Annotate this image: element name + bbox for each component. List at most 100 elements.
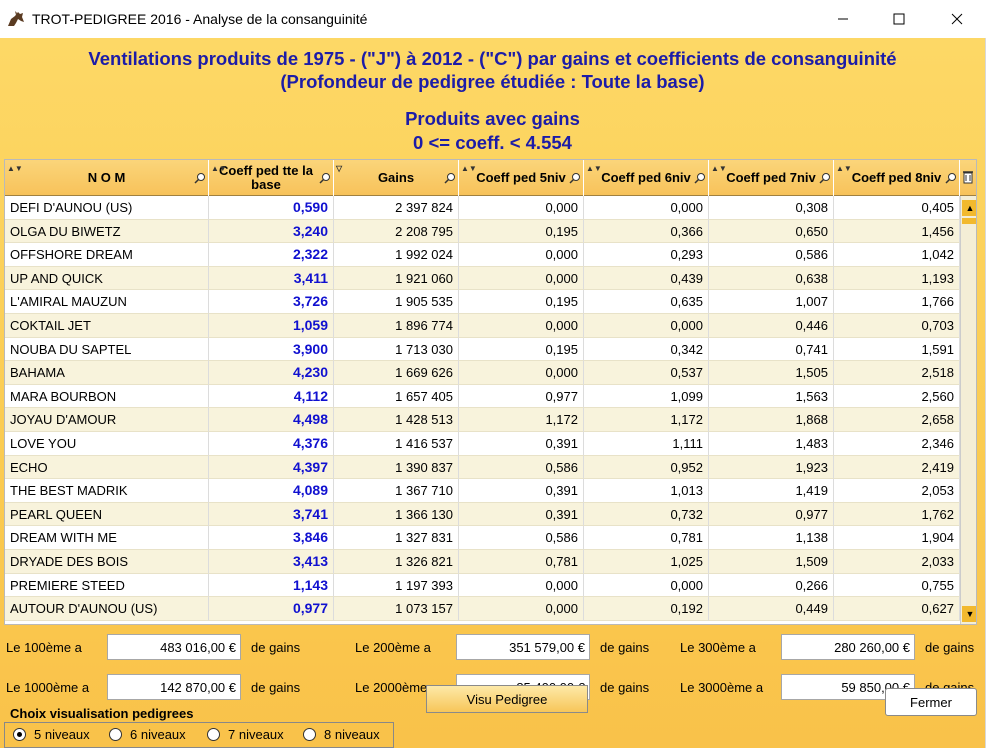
sort-arrows-icon: ▲▼	[7, 164, 23, 173]
search-icon[interactable]	[194, 172, 206, 184]
table-row[interactable]: COKTAIL JET 1,059 1 896 774 0,000 0,000 0,446…	[5, 314, 960, 338]
cell-gains: 1 390 837	[334, 455, 459, 480]
cell-coeff-6niv: 0,342	[584, 337, 709, 362]
cell-coeff-7niv: 0,308	[709, 196, 834, 220]
column-header-coeff-base[interactable]: ▲▼ Coeff ped tte la base	[209, 160, 334, 196]
main-panel: Ventilations produits de 1975 - ("J") à …	[0, 38, 985, 748]
close-window-button[interactable]	[934, 0, 980, 38]
cell-coeff-6niv: 0,439	[584, 266, 709, 291]
search-icon[interactable]	[819, 172, 831, 184]
column-header-coeff-6niv[interactable]: ▲▼ Coeff ped 6niv	[584, 160, 709, 196]
scroll-up-arrow-icon[interactable]: ▲	[962, 200, 976, 216]
cell-coeff-base: 3,411	[209, 266, 334, 291]
scroll-down-arrow-icon[interactable]: ▼	[962, 606, 976, 622]
cell-coeff-7niv: 1,923	[709, 455, 834, 480]
column-header-nom[interactable]: ▲▼ N O M	[5, 160, 209, 196]
grid-menu-icon[interactable]	[962, 170, 974, 184]
cell-coeff-base: 4,376	[209, 432, 334, 456]
sort-arrows-icon: ▲▼	[586, 164, 602, 173]
cell-nom: DRYADE DES BOIS	[5, 550, 209, 574]
table-row[interactable]: LOVE YOU 4,376 1 416 537 0,391 1,111 1,483 2,3…	[5, 432, 960, 456]
cell-gains: 1 657 405	[334, 384, 459, 409]
table-row[interactable]: JOYAU D'AMOUR 4,498 1 428 513 1,172 1,172 1,8…	[5, 408, 960, 432]
search-icon[interactable]	[945, 172, 957, 184]
table-row[interactable]: ECHO 4,397 1 390 837 0,586 0,952 1,923 2,419	[5, 455, 960, 480]
table-row[interactable]: DRYADE DES BOIS 3,413 1 326 821 0,781 1,025 1…	[5, 550, 960, 574]
rank-300-field[interactable]: 280 260,00 €	[781, 634, 915, 660]
fermer-button[interactable]: Fermer	[885, 688, 977, 716]
rank-100-field[interactable]: 483 016,00 €	[107, 634, 241, 660]
cell-coeff-6niv: 0,192	[584, 597, 709, 621]
cell-coeff-8niv: 2,346	[834, 432, 960, 456]
cell-coeff-base: 3,240	[209, 219, 334, 244]
table-row[interactable]: UP AND QUICK 3,411 1 921 060 0,000 0,439 0,63…	[5, 266, 960, 291]
visu-pedigree-button[interactable]: Visu Pedigree	[426, 685, 588, 713]
cell-coeff-5niv: 0,000	[459, 597, 584, 621]
cell-coeff-8niv: 0,755	[834, 573, 960, 598]
cell-coeff-6niv: 1,099	[584, 384, 709, 409]
cell-gains: 1 896 774	[334, 314, 459, 338]
column-header-coeff-7niv[interactable]: ▲▼ Coeff ped 7niv	[709, 160, 834, 196]
cell-coeff-5niv: 1,172	[459, 408, 584, 432]
radio-7-niveaux[interactable]: 7 niveaux	[207, 727, 284, 742]
vertical-scrollbar[interactable]: ▲ ▼	[960, 196, 976, 624]
column-header-gains[interactable]: ▽ Gains	[334, 160, 459, 196]
table-row[interactable]: OFFSHORE DREAM 2,322 1 992 024 0,000 0,293 0,…	[5, 243, 960, 267]
rank-200-field[interactable]: 351 579,00 €	[456, 634, 590, 660]
table-row[interactable]: AUTOUR D'AUNOU (US) 0,977 1 073 157 0,000 0,…	[5, 597, 960, 621]
cell-nom: UP AND QUICK	[5, 266, 209, 291]
maximize-button[interactable]	[876, 0, 922, 38]
radio-6-niveaux[interactable]: 6 niveaux	[109, 727, 186, 742]
search-icon[interactable]	[319, 172, 331, 184]
table-row[interactable]: DEFI D'AUNOU (US) 0,590 2 397 824 0,000 0,00…	[5, 196, 960, 220]
table-row[interactable]: MARA BOURBON 4,112 1 657 405 0,977 1,099 1,56…	[5, 384, 960, 409]
search-icon[interactable]	[444, 172, 456, 184]
cell-coeff-8niv: 0,627	[834, 597, 960, 621]
scroll-thumb[interactable]	[962, 218, 976, 224]
table-row[interactable]: NOUBA DU SAPTEL 3,900 1 713 030 0,195 0,342 0…	[5, 337, 960, 362]
cell-coeff-5niv: 0,781	[459, 550, 584, 574]
table-row[interactable]: OLGA DU BIWETZ 3,240 2 208 795 0,195 0,366 0,…	[5, 219, 960, 244]
minimize-button[interactable]	[820, 0, 866, 38]
cell-coeff-5niv: 0,391	[459, 479, 584, 503]
table-row[interactable]: BAHAMA 4,230 1 669 626 0,000 0,537 1,505 2,518	[5, 361, 960, 385]
cell-coeff-base: 4,230	[209, 361, 334, 385]
rank-300-suffix: de gains	[925, 640, 975, 655]
table-row[interactable]: L'AMIRAL MAUZUN 3,726 1 905 535 0,195 0,635 1…	[5, 290, 960, 314]
cell-coeff-base: 4,112	[209, 384, 334, 409]
cell-nom: PREMIERE STEED	[5, 573, 209, 598]
cell-gains: 1 416 537	[334, 432, 459, 456]
radio-icon	[207, 728, 220, 741]
rank-100-label: Le 100ème a	[6, 640, 82, 655]
rank-200-suffix: de gains	[600, 640, 650, 655]
radio-8-niveaux[interactable]: 8 niveaux	[303, 727, 380, 742]
radio-5-niveaux[interactable]: 5 niveaux	[13, 727, 90, 742]
cell-gains: 1 713 030	[334, 337, 459, 362]
cell-coeff-base: 4,397	[209, 455, 334, 480]
cell-coeff-5niv: 0,195	[459, 290, 584, 314]
cell-coeff-base: 1,143	[209, 573, 334, 598]
cell-coeff-5niv: 0,000	[459, 361, 584, 385]
column-header-coeff-8niv[interactable]: ▲▼ Coeff ped 8niv	[834, 160, 960, 196]
cell-coeff-8niv: 1,193	[834, 266, 960, 291]
cell-coeff-8niv: 2,419	[834, 455, 960, 480]
cell-coeff-8niv: 1,456	[834, 219, 960, 244]
table-row[interactable]: PEARL QUEEN 3,741 1 366 130 0,391 0,732 0,977…	[5, 502, 960, 527]
rank-1000-field[interactable]: 142 870,00 €	[107, 674, 241, 700]
cell-coeff-base: 3,726	[209, 290, 334, 314]
cell-coeff-base: 0,590	[209, 196, 334, 220]
cell-coeff-8niv: 2,033	[834, 550, 960, 574]
search-icon[interactable]	[569, 172, 581, 184]
cell-coeff-7niv: 1,563	[709, 384, 834, 409]
visualisation-group-title: Choix visualisation pedigrees	[10, 706, 194, 721]
table-row[interactable]: DREAM WITH ME 3,846 1 327 831 0,586 0,781 1,1…	[5, 526, 960, 550]
column-header-coeff-5niv[interactable]: ▲▼ Coeff ped 5niv	[459, 160, 584, 196]
table-row[interactable]: PREMIERE STEED 1,143 1 197 393 0,000 0,000 0,…	[5, 573, 960, 598]
table-row[interactable]: THE BEST MADRIK 4,089 1 367 710 0,391 1,013 1…	[5, 479, 960, 503]
cell-coeff-base: 4,089	[209, 479, 334, 503]
cell-coeff-7niv: 0,741	[709, 337, 834, 362]
search-icon[interactable]	[694, 172, 706, 184]
cell-coeff-8niv: 2,658	[834, 408, 960, 432]
filter-range: 0 <= coeff. < 4.554	[413, 132, 572, 153]
cell-coeff-8niv: 0,703	[834, 314, 960, 338]
